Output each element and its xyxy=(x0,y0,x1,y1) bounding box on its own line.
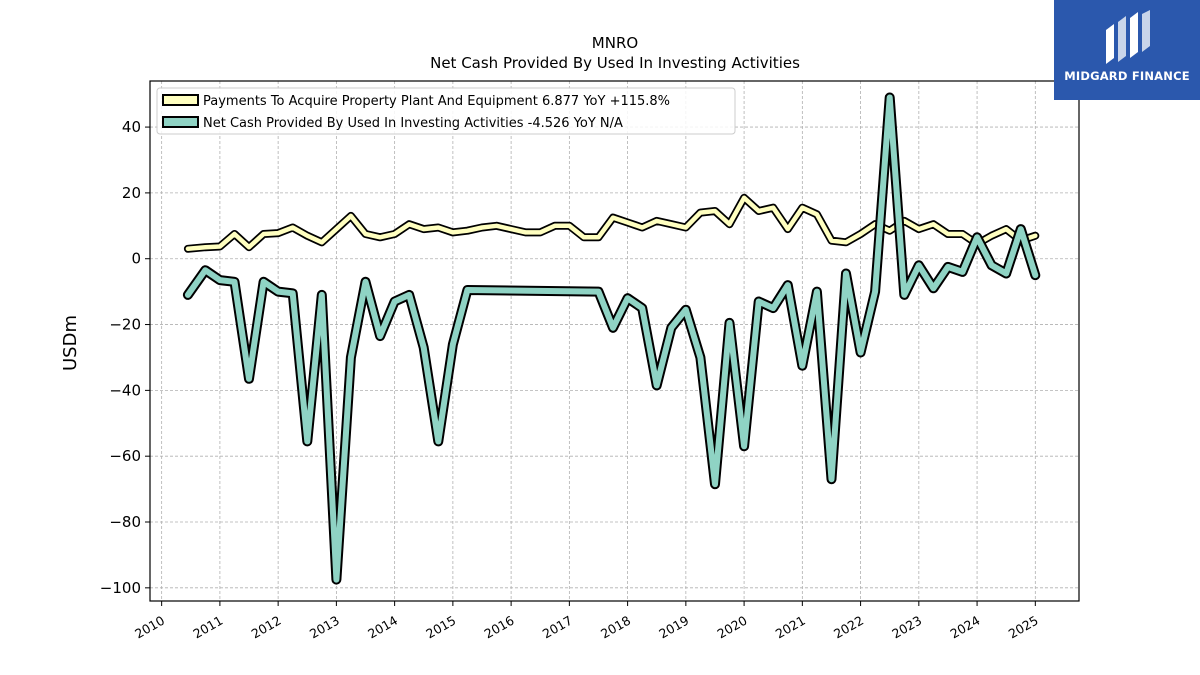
x-tick-label: 2025 xyxy=(1006,613,1041,642)
x-tick-label: 2012 xyxy=(249,613,284,642)
y-tick-label: 20 xyxy=(122,184,141,202)
chart-title: MNRO xyxy=(592,34,638,52)
legend-swatch xyxy=(162,116,199,128)
x-tick-label: 2015 xyxy=(423,613,458,642)
legend-label: Net Cash Provided By Used In Investing A… xyxy=(203,116,623,131)
series-line xyxy=(184,94,1039,583)
y-tick-label: −40 xyxy=(109,381,141,399)
y-tick-label: −60 xyxy=(109,447,141,465)
logo-text: MIDGARD FINANCE xyxy=(1064,69,1190,83)
y-axis-label: USDm xyxy=(60,315,81,371)
y-tick-label: 40 xyxy=(122,118,141,136)
logo-mark-icon xyxy=(1106,10,1150,64)
x-tick-label: 2018 xyxy=(598,613,633,642)
series-1 xyxy=(183,193,1040,253)
x-tick-label: 2014 xyxy=(365,613,400,642)
plot-frame xyxy=(149,80,1080,602)
x-tick-label: 2019 xyxy=(656,613,691,642)
x-tick-label: 2017 xyxy=(540,613,575,642)
x-tick-label: 2013 xyxy=(307,613,342,642)
y-tick-label: −100 xyxy=(100,579,141,597)
x-tick-label: 2022 xyxy=(831,613,866,642)
y-tick-label: −80 xyxy=(109,513,141,531)
midgard-finance-logo: MIDGARD FINANCE xyxy=(1054,0,1200,100)
series-2 xyxy=(182,92,1041,585)
y-tick-label: −20 xyxy=(109,316,141,334)
x-tick-label: 2023 xyxy=(889,613,924,642)
x-tick-label: 2021 xyxy=(773,613,808,642)
x-tick-label: 2010 xyxy=(132,613,167,642)
legend-box xyxy=(156,87,736,135)
x-tick-label: 2016 xyxy=(482,613,517,642)
series-layer xyxy=(182,92,1041,585)
legend: Payments To Acquire Property Plant And E… xyxy=(156,87,736,135)
chart-subtitle: Net Cash Provided By Used In Investing A… xyxy=(430,54,800,72)
grid xyxy=(150,81,1079,601)
x-tick-label: 2020 xyxy=(715,613,750,642)
x-tick-label: 2011 xyxy=(190,613,225,642)
y-tick-label: 0 xyxy=(131,250,141,268)
x-tick-label: 2024 xyxy=(948,613,983,642)
legend-swatch xyxy=(162,94,199,106)
legend-label: Payments To Acquire Property Plant And E… xyxy=(203,94,670,109)
